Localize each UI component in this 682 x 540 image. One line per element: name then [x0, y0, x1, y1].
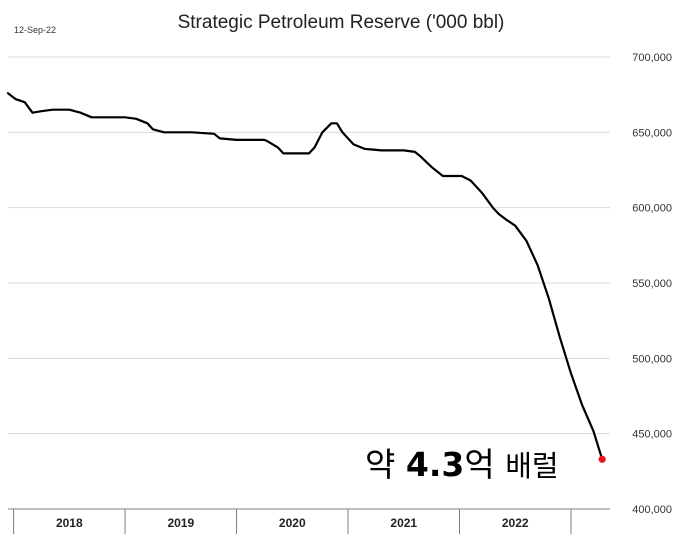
y-tick-label: 700,000: [632, 52, 672, 64]
x-tick-label: 2019: [167, 516, 194, 530]
y-tick-label: 400,000: [632, 504, 672, 516]
x-tick-label: 2021: [390, 516, 417, 530]
y-axis-tick-labels: 700,000 650,000 600,000 550,000 500,000 450,0…: [632, 52, 672, 516]
y-tick-label: 600,000: [632, 203, 672, 215]
y-tick-label: 450,000: [632, 429, 672, 441]
y-tick-label: 550,000: [632, 278, 672, 290]
gridlines: [8, 56, 610, 435]
annotation-unit: 배럴: [505, 449, 559, 483]
series-line: [6, 92, 604, 461]
annotation-number: 4.3: [405, 445, 465, 484]
endpoint-marker: [598, 455, 606, 463]
x-axis: [8, 508, 610, 534]
annotation-suffix: 억: [464, 445, 506, 484]
x-tick-label: 2018: [56, 516, 83, 530]
x-tick-label: 2020: [279, 516, 306, 530]
y-tick-label: 500,000: [632, 353, 672, 365]
x-axis-tick-labels: 2018 2019 2020 2021 2022: [56, 516, 529, 530]
chart-title: Strategic Petroleum Reserve ('000 bbl): [177, 12, 505, 33]
date-label: 12-Sep-22: [14, 25, 57, 35]
x-tick-label: 2022: [502, 516, 529, 530]
y-tick-label: 650,000: [632, 127, 672, 139]
annotation-prefix: 약: [365, 445, 406, 484]
annotation-callout: 약 4.3억 배럴: [365, 438, 559, 486]
